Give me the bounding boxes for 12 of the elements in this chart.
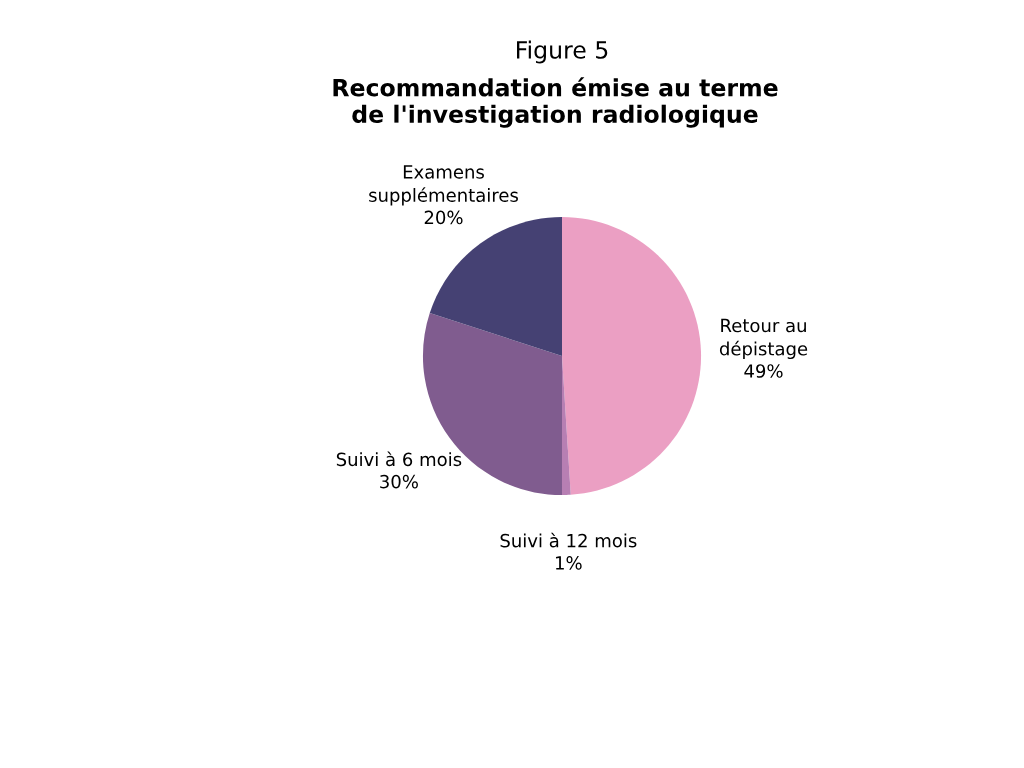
chart-subtitle: Recommandation émise au terme de l'investigation radiologique [333,77,778,128]
pie-slice [562,216,701,495]
slice-label: Suivi à 6 mois [336,451,462,467]
pie-slice [422,313,562,496]
data-label: 30% [380,474,418,489]
slice-label: Suivi à 12 mois [500,532,637,548]
slice-label: Examens supplémentaires [369,165,518,206]
data-label: 49% [744,364,783,378]
data-label: 1% [555,556,582,570]
slice-label: Retour au dépistage [719,318,808,360]
chart-title: Figure 5 [517,40,608,64]
data-label: 20% [424,210,463,225]
